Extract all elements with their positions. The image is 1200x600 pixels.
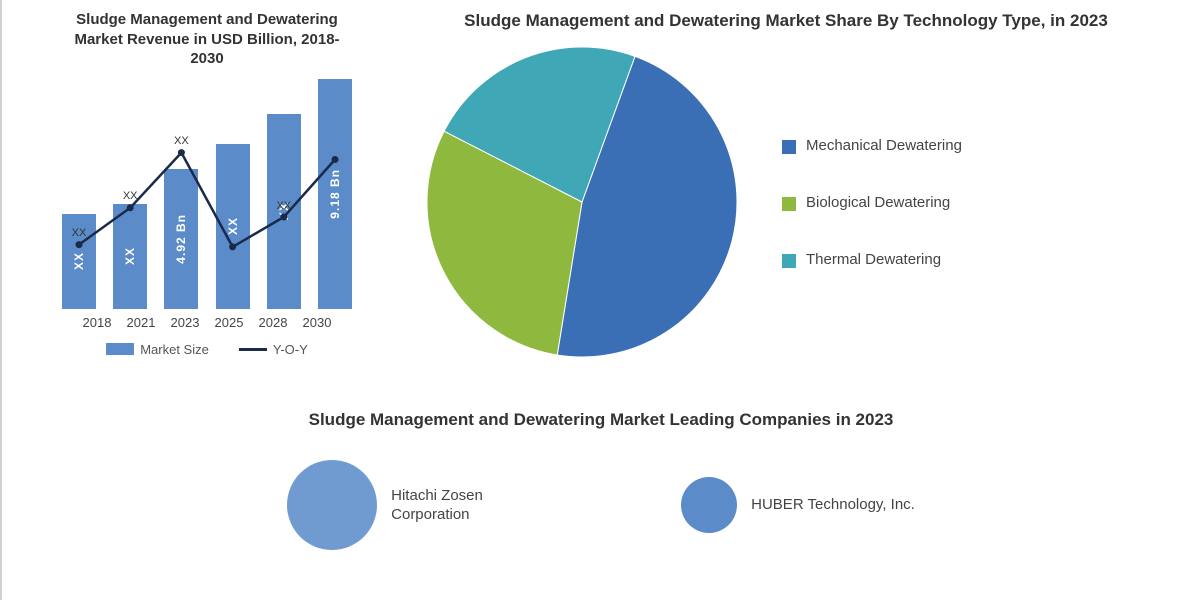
company-bubble <box>287 460 377 550</box>
pie-legend: Mechanical Dewatering Biological Dewateri… <box>782 137 962 268</box>
x-axis-label: 2030 <box>295 315 339 330</box>
bar-chart-title: Sludge Management and Dewatering Market … <box>67 10 347 69</box>
pie-chart-title: Sludge Management and Dewatering Market … <box>392 10 1180 32</box>
companies-section: Sludge Management and Dewatering Market … <box>22 410 1180 550</box>
company-bubble <box>681 477 737 533</box>
bar-value-label: 9.18 Bn <box>328 169 342 219</box>
company-label: HUBER Technology, Inc. <box>751 495 915 515</box>
pie-legend-item: Biological Dewatering <box>782 194 962 211</box>
pie-legend-swatch <box>782 197 796 211</box>
pie-legend-swatch <box>782 254 796 268</box>
bar-chart-area: XXXX4.92 BnXXXX9.18 Bn XXXXXXXX <box>47 79 367 309</box>
bar-column: 9.18 Bn <box>313 79 357 309</box>
bar-column: XX <box>108 204 152 309</box>
pie-svg <box>392 42 772 362</box>
pie-legend-swatch <box>782 140 796 154</box>
pie-chart-section: Sludge Management and Dewatering Market … <box>392 10 1180 400</box>
bar-chart-legend: Market Size Y-O-Y <box>106 342 308 357</box>
pie-legend-item: Mechanical Dewatering <box>782 137 962 154</box>
x-axis-label: 2021 <box>119 315 163 330</box>
bar-value-label: XX <box>226 217 240 235</box>
legend-line-swatch <box>239 348 267 351</box>
x-axis-label: 2028 <box>251 315 295 330</box>
bar-value-label: XX <box>123 247 137 265</box>
pie-legend-item: Thermal Dewatering <box>782 251 962 268</box>
legend-bar-label: Market Size <box>140 342 209 357</box>
bar-chart-x-labels: 201820212023202520282030 <box>75 315 339 330</box>
yoy-point-label: XX <box>123 190 138 202</box>
bar-value-label: XX <box>72 252 86 270</box>
company-item: HUBER Technology, Inc. <box>681 460 915 550</box>
bar-value-label: 4.92 Bn <box>174 214 188 264</box>
pie-legend-label: Thermal Dewatering <box>806 251 941 268</box>
legend-bar: Market Size <box>106 342 209 357</box>
bar: XX <box>216 144 250 309</box>
pie-chart-body: Mechanical Dewatering Biological Dewateri… <box>392 42 1180 362</box>
yoy-point-label: XX <box>276 200 291 212</box>
bar-column: 4.92 Bn <box>159 169 203 309</box>
x-axis-label: 2025 <box>207 315 251 330</box>
pie-legend-label: Mechanical Dewatering <box>806 137 962 154</box>
yoy-point-label: XX <box>72 227 87 239</box>
infographic-container: Sludge Management and Dewatering Market … <box>0 0 1200 600</box>
pie-legend-label: Biological Dewatering <box>806 194 950 211</box>
companies-list: Hitachi Zosen Corporation HUBER Technolog… <box>22 460 1180 550</box>
x-axis-label: 2023 <box>163 315 207 330</box>
x-axis-label: 2018 <box>75 315 119 330</box>
pie-wrap <box>392 42 772 362</box>
bar: 9.18 Bn <box>318 79 352 309</box>
bar-column: XX <box>211 144 255 309</box>
legend-line: Y-O-Y <box>239 342 308 357</box>
company-item: Hitachi Zosen Corporation <box>287 460 561 550</box>
company-label: Hitachi Zosen Corporation <box>391 486 561 525</box>
legend-line-label: Y-O-Y <box>273 342 308 357</box>
bar-chart-section: Sludge Management and Dewatering Market … <box>22 10 392 400</box>
legend-bar-swatch <box>106 343 134 355</box>
top-row: Sludge Management and Dewatering Market … <box>22 10 1180 400</box>
companies-title: Sludge Management and Dewatering Market … <box>22 410 1180 430</box>
bar: 4.92 Bn <box>164 169 198 309</box>
yoy-point-label: XX <box>174 135 189 147</box>
bar: XX <box>113 204 147 309</box>
